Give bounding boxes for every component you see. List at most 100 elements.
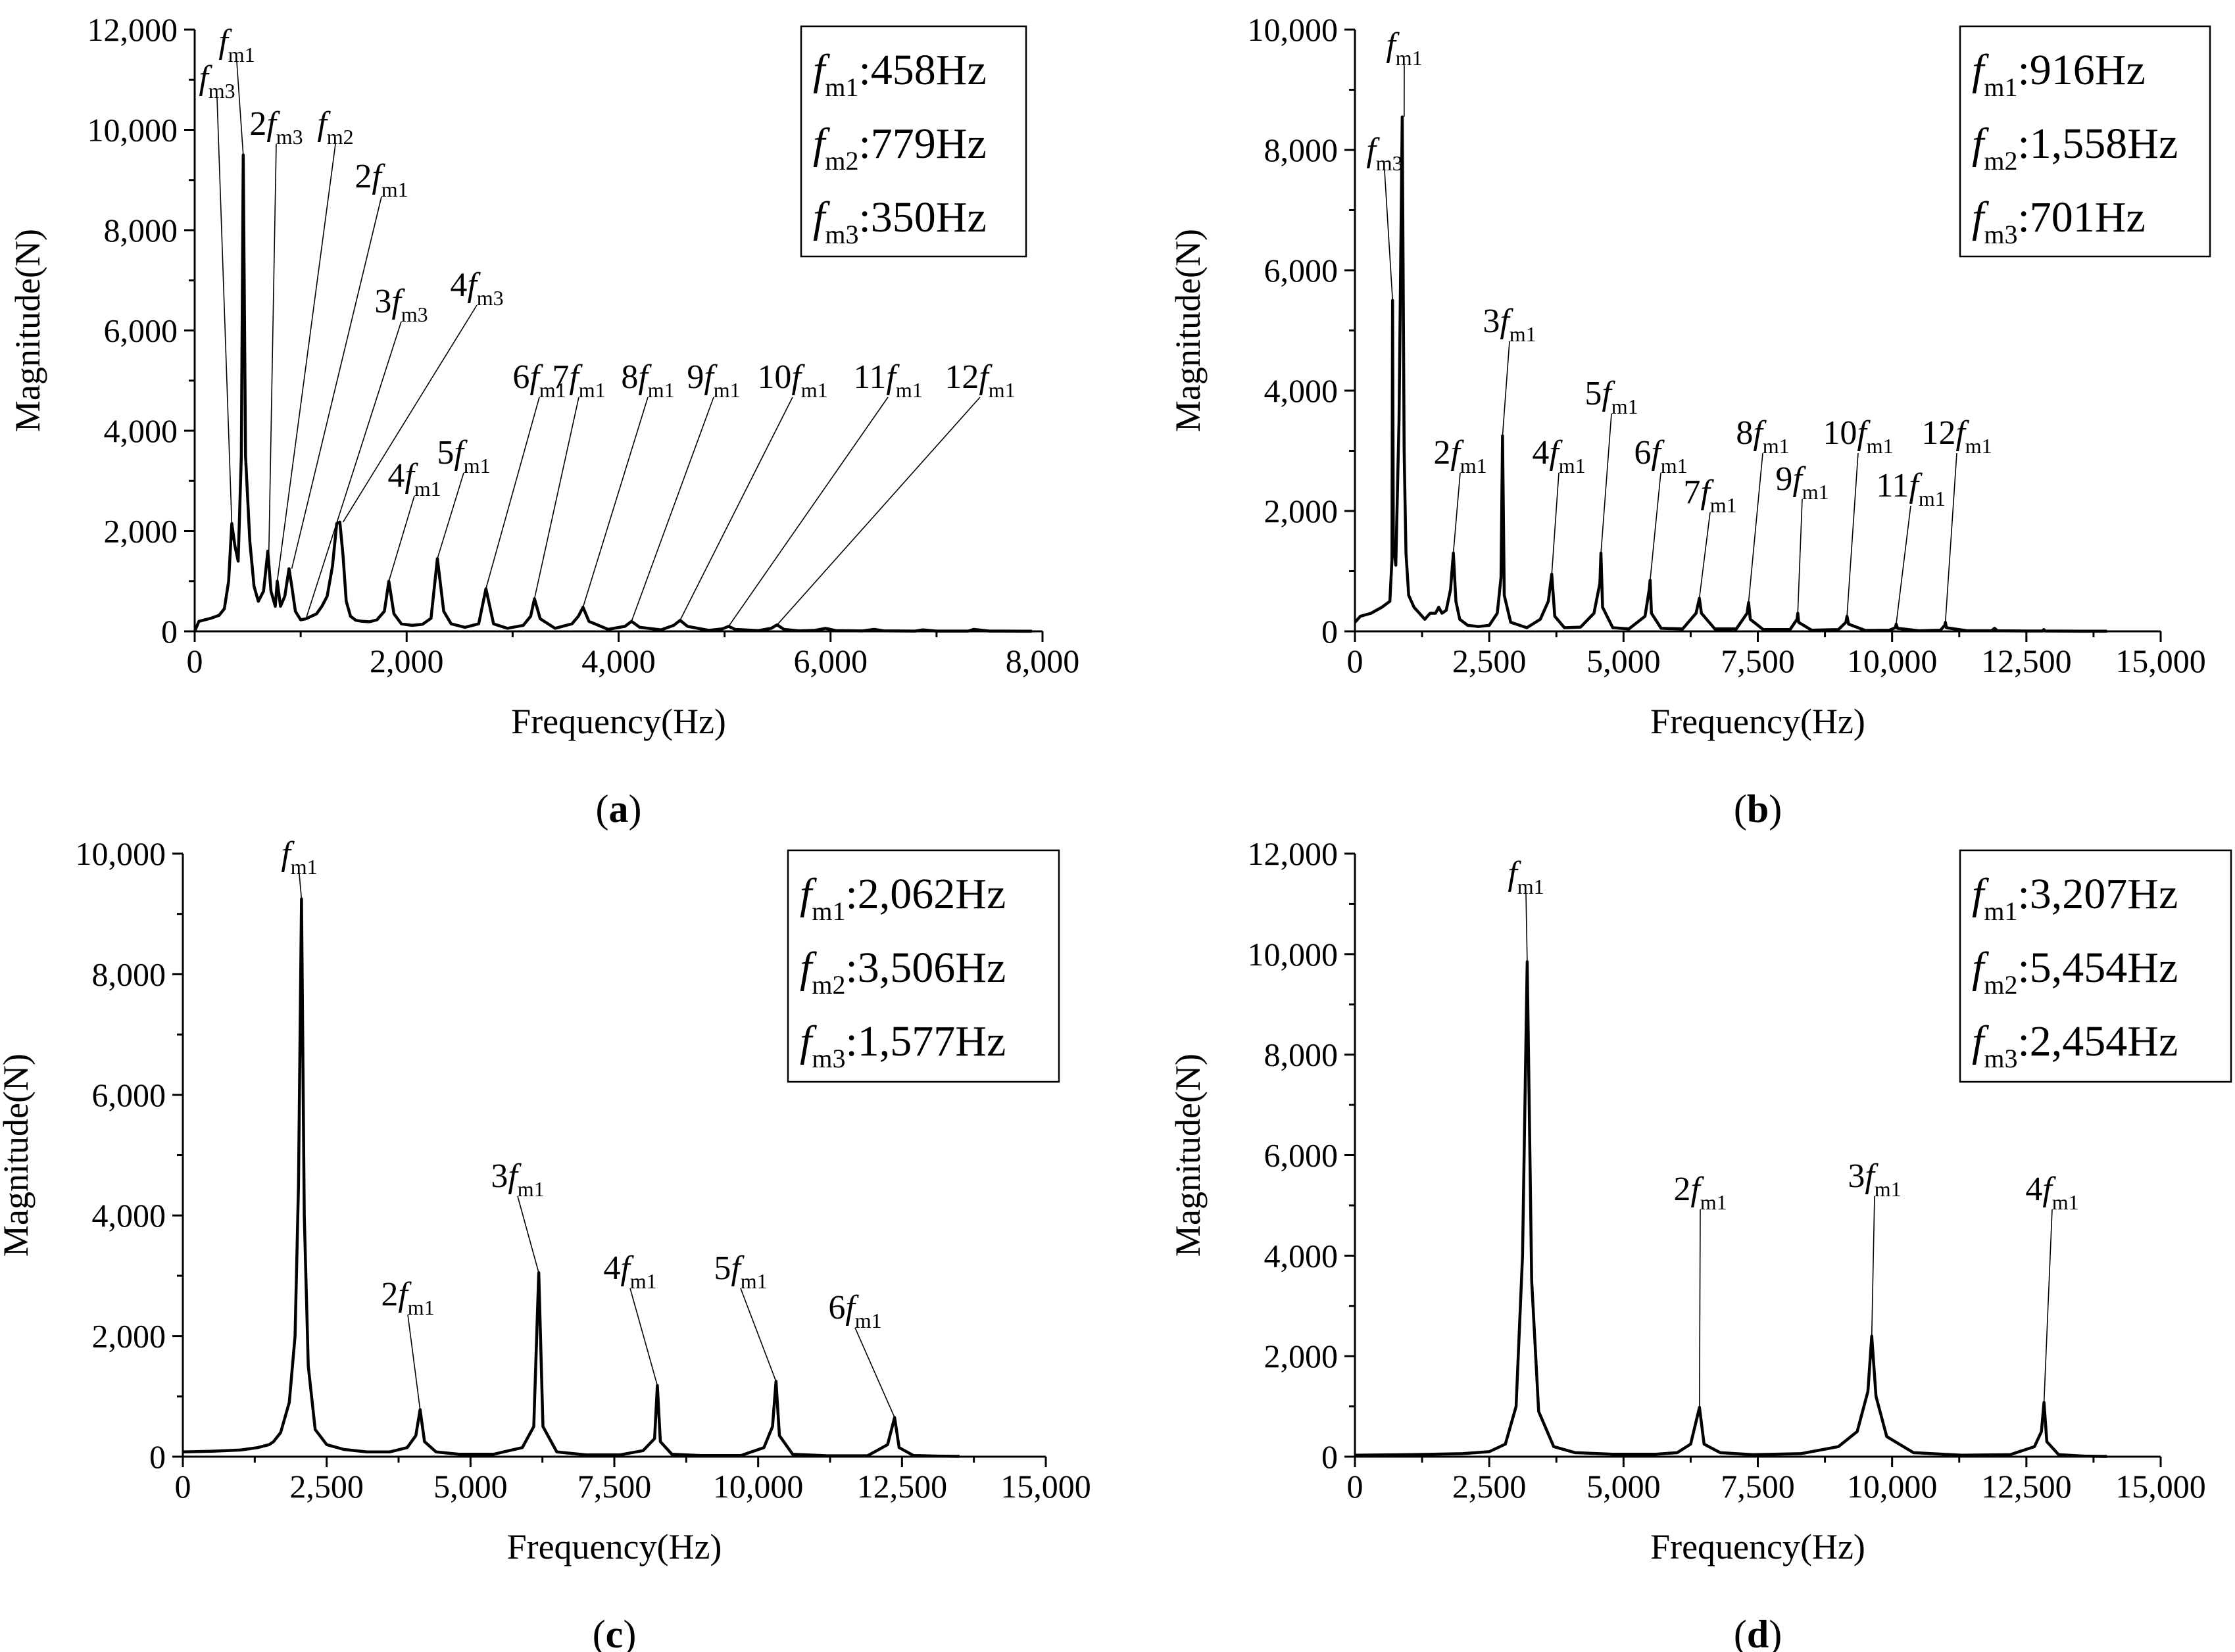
peak-label: 6fm1: [512, 358, 566, 402]
legend-subscript: m1: [812, 896, 845, 926]
peak-leader-line: [276, 143, 336, 581]
x-tick-label: 5,000: [1586, 643, 1661, 679]
peak-label: 11fm1: [1876, 467, 1945, 510]
peak-leader-line: [629, 1288, 658, 1386]
y-ticks: 0 2,000 4,000 6,000 8,000 10,000: [76, 835, 183, 1475]
peak-subscript: m1: [1919, 487, 1946, 510]
y-axis-title: Magnitude(N): [1168, 1054, 1208, 1257]
peak-label: 3fm3: [374, 283, 428, 326]
panel-a: 0 2,000 4,000 6,000 8,000 0 2,000 4,000 6,000 8,0…: [8, 11, 1079, 831]
peak-label: 9fm1: [687, 358, 740, 402]
peak-subscript: m1: [518, 1177, 545, 1201]
peak-label: 6fm1: [828, 1289, 881, 1332]
peak-coefficient: 6: [512, 358, 529, 396]
peak-coefficient: 4: [1532, 434, 1549, 472]
peak-label: 7fm1: [1683, 474, 1736, 517]
y-tick-label: 10,000: [87, 112, 178, 149]
peak-subscript: m1: [1611, 395, 1638, 418]
legend-subscript: m1: [825, 72, 858, 102]
peak-label: 11fm1: [853, 358, 922, 402]
peak-leader-line: [1650, 472, 1661, 581]
x-tick-label: 10,000: [1847, 643, 1938, 679]
caption-letter: a: [609, 787, 629, 831]
peak-coefficient: 2: [381, 1276, 398, 1313]
peak-leader-line: [776, 397, 981, 625]
x-tick-label: 15,000: [2115, 1468, 2206, 1505]
peak-leader-line: [299, 873, 303, 899]
peak-label: 7fm1: [552, 358, 605, 402]
legend-subscript: m1: [1984, 896, 2017, 926]
peak-subscript: m3: [477, 286, 504, 310]
peak-subscript: m1: [1460, 454, 1487, 477]
legend-box: [787, 849, 1060, 1083]
peak-label: 5fm1: [437, 434, 490, 477]
peak-coefficient: 4: [2025, 1171, 2042, 1208]
x-axis-title: Frequency(Hz): [1650, 702, 1865, 741]
peak-label: 6fm1: [1634, 434, 1687, 477]
y-tick-label: 6,000: [92, 1077, 166, 1113]
x-tick-label: 15,000: [2115, 643, 2206, 679]
peak-leader-line: [1896, 505, 1911, 625]
x-tick-label: 7,500: [1721, 643, 1795, 679]
legend-box: [800, 25, 1027, 258]
peak-label: 3fm1: [1848, 1157, 1901, 1201]
peak-subscript: m1: [464, 454, 491, 477]
y-tick-label: 8,000: [92, 956, 166, 992]
legend-entry: fm2:3,506Hz: [800, 944, 1006, 1000]
x-axis-title: Frequency(Hz): [507, 1527, 722, 1567]
legend-value: :5,454Hz: [2017, 944, 2178, 992]
series-line-1: [182, 897, 960, 1458]
y-tick-label: 12,000: [87, 11, 178, 48]
peak-leader-line: [1698, 512, 1711, 598]
x-tick-label: 2,500: [1452, 643, 1527, 679]
y-tick-label: 10,000: [1248, 11, 1339, 48]
x-tick-label: 8,000: [1006, 643, 1080, 679]
legend-entry: fm1:2,062Hz: [800, 870, 1006, 926]
caption-letter: c: [606, 1613, 624, 1652]
peak-label: 4fm1: [2025, 1171, 2078, 1214]
peak-coefficient: 12: [1921, 414, 1955, 452]
peak-leader-line: [728, 397, 889, 627]
peak-coefficient: 9: [1775, 460, 1792, 498]
peak-subscript: m1: [989, 378, 1016, 402]
peak-label: 4fm1: [1532, 434, 1585, 477]
x-axis-title: Frequency(Hz): [511, 702, 726, 741]
legend-entry: fm2:5,454Hz: [1972, 944, 2178, 1000]
x-tick-label: 0: [1347, 1468, 1363, 1505]
peak-coefficient: 11: [1876, 467, 1909, 504]
legend-box: [1959, 849, 2232, 1083]
panel-caption: (b): [1734, 787, 1782, 831]
legend-value: :3,207Hz: [2017, 870, 2178, 918]
legend-entry: fm3:701Hz: [1972, 193, 2146, 249]
peak-label: 8fm1: [1736, 414, 1789, 458]
peak-label: 5fm1: [1584, 375, 1638, 418]
x-tick-label: 12,500: [1981, 1468, 2072, 1505]
peak-label: 2fm1: [381, 1276, 434, 1319]
peak-subscript: m1: [579, 378, 606, 402]
legend-value: :916Hz: [2017, 46, 2145, 94]
legend-subscript: m2: [1984, 146, 2017, 176]
x-tick-label: 7,500: [577, 1468, 652, 1505]
legend-subscript: m2: [825, 146, 858, 176]
peak-coefficient: 4: [450, 266, 467, 304]
peak-coefficient: 11: [853, 358, 886, 396]
y-tick-label: 2,000: [104, 513, 178, 550]
peak-label: 9fm1: [1775, 460, 1829, 504]
peak-coefficient: 12: [945, 358, 979, 396]
x-tick-label: 10,000: [713, 1468, 804, 1505]
peak-subscript: m1: [1661, 454, 1688, 477]
peak-label: 12fm1: [945, 358, 1015, 402]
peak-leader-line: [216, 97, 233, 524]
peak-subscript: m3: [401, 303, 428, 326]
y-tick-label: 4,000: [1264, 372, 1339, 409]
peak-coefficient: 6: [1634, 434, 1651, 472]
peak-coefficient: 8: [1736, 414, 1753, 452]
peak-subscript: m1: [1510, 322, 1536, 346]
legend-value: :1,558Hz: [2017, 120, 2178, 168]
peak-leader-line: [517, 1196, 539, 1273]
peak-subscript: m1: [714, 378, 741, 402]
peak-coefficient: 8: [621, 358, 638, 396]
peak-leader-line: [1551, 472, 1560, 575]
peak-leader-line: [1871, 1196, 1875, 1336]
